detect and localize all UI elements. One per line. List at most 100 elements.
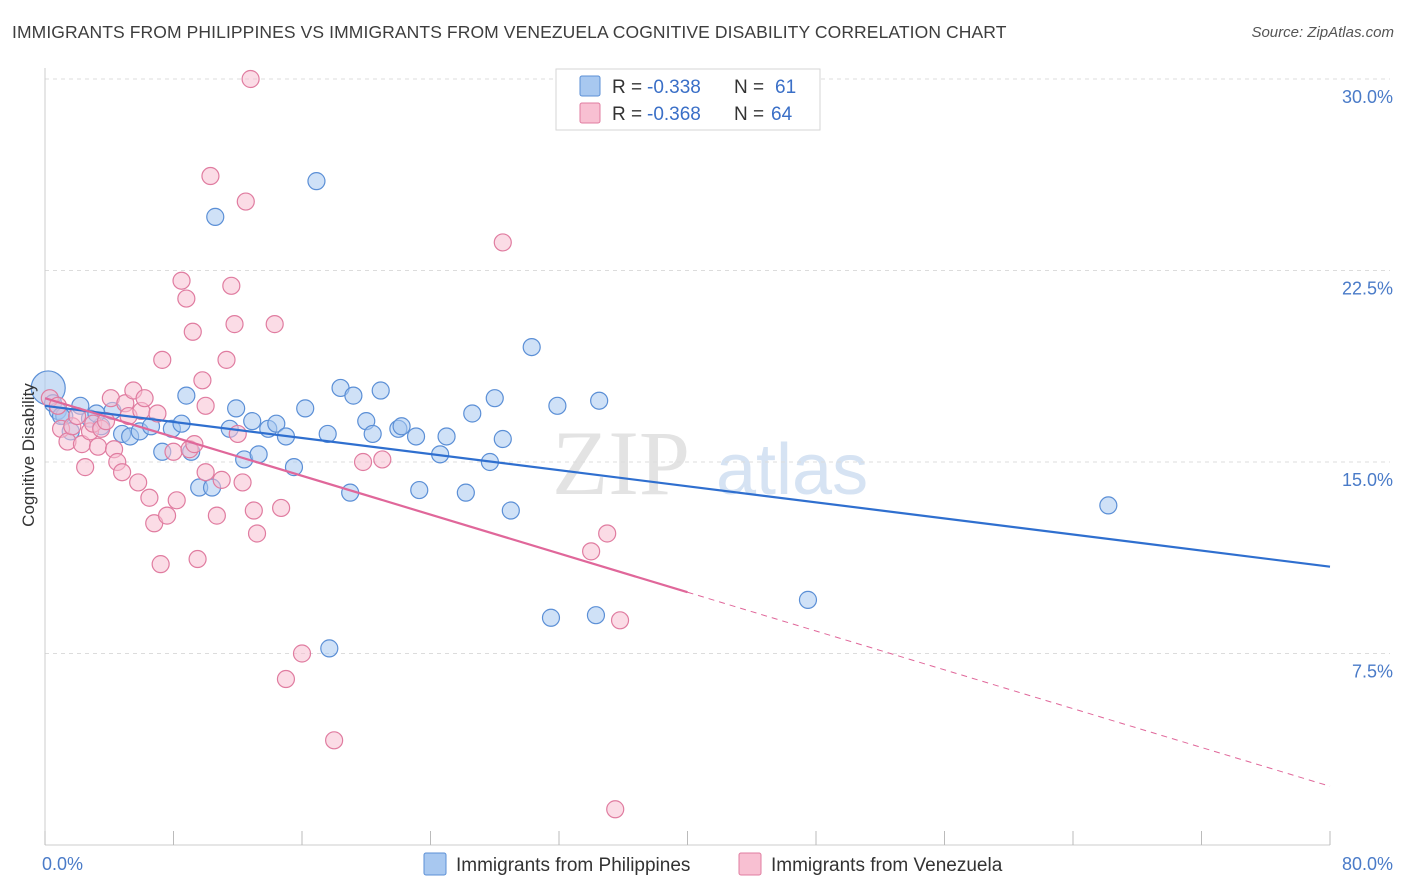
stats-legend-swatch-venezuela: [579, 102, 601, 124]
point-venezuela-29: [164, 442, 183, 461]
point-venezuela-48: [247, 524, 267, 543]
y-tick-label-0: 7.5%: [1352, 662, 1393, 682]
legend-swatch-philippines: [423, 852, 447, 876]
point-venezuela-31: [172, 271, 191, 290]
trend-line-venezuela-extrapolated: [687, 591, 1331, 787]
watermark: ZIP atlas: [552, 412, 868, 514]
stats-n-value-philippines: 61: [775, 77, 796, 98]
point-philippines-58: [1099, 496, 1118, 515]
legend-label-venezuela: Immigrants from Venezuela: [771, 855, 1003, 876]
trend-line-venezuela: [44, 397, 688, 594]
point-philippines-49: [485, 389, 504, 408]
point-philippines-50: [493, 429, 512, 449]
point-philippines-43: [410, 480, 429, 500]
point-philippines-51: [501, 501, 520, 520]
point-philippines-31: [307, 172, 326, 191]
y-tick-label-3: 30.0%: [1342, 87, 1393, 107]
series-legend: Immigrants from Philippines Immigrants f…: [423, 852, 1003, 876]
point-venezuela-34: [183, 322, 202, 341]
point-venezuela-7: [76, 458, 95, 477]
point-venezuela-10: [88, 437, 108, 456]
legend-swatch-venezuela: [738, 852, 762, 876]
point-venezuela-51: [276, 669, 296, 689]
point-philippines-54: [548, 396, 567, 415]
point-philippines-22: [227, 399, 246, 418]
stats-r-value-philippines: -0.338: [647, 77, 701, 98]
point-venezuela-28: [157, 506, 177, 525]
point-venezuela-22: [135, 389, 154, 408]
point-philippines-42: [406, 427, 426, 446]
point-philippines-24: [243, 412, 262, 431]
point-venezuela-27: [153, 350, 172, 369]
point-venezuela-38: [201, 166, 220, 186]
point-philippines-30: [296, 399, 315, 418]
point-venezuela-57: [582, 542, 601, 561]
stats-r-value-venezuela: -0.368: [647, 104, 701, 125]
stats-n-label-venezuela: N =: [734, 104, 764, 125]
point-venezuela-41: [217, 350, 236, 369]
point-philippines-53: [541, 608, 561, 627]
point-philippines-38: [363, 424, 382, 444]
axes: [44, 68, 1331, 846]
point-venezuela-63: [244, 501, 263, 520]
stats-r-label-philippines: R =: [612, 77, 642, 98]
point-venezuela-30: [167, 491, 186, 510]
stats-legend-swatch-philippines: [579, 75, 601, 97]
point-venezuela-58: [598, 524, 617, 543]
y-tick-label-1: 15.0%: [1342, 470, 1393, 490]
point-venezuela-47: [241, 69, 260, 89]
point-venezuela-53: [325, 731, 344, 750]
point-philippines-46: [456, 483, 475, 502]
point-venezuela-43: [225, 315, 244, 334]
data-points: [30, 69, 1118, 819]
grid: [45, 78, 1390, 654]
watermark-atlas: atlas: [716, 430, 868, 510]
point-venezuela-55: [373, 450, 392, 469]
point-venezuela-59: [606, 800, 625, 819]
point-philippines-20: [206, 207, 225, 226]
point-venezuela-37: [196, 396, 215, 415]
point-philippines-45: [437, 427, 456, 446]
tick-labels: 7.5% 15.0% 22.5% 30.0% 0.0% 80.0%: [42, 87, 1393, 874]
point-philippines-47: [463, 404, 482, 423]
point-venezuela-26: [151, 555, 170, 574]
trend-line-philippines: [44, 404, 1331, 568]
point-philippines-39: [371, 381, 390, 400]
x-tick-label-1: 80.0%: [1342, 854, 1393, 874]
point-venezuela-36: [193, 371, 212, 390]
point-venezuela-54: [353, 452, 373, 472]
point-venezuela-44: [228, 424, 247, 444]
legend-label-philippines: Immigrants from Philippines: [456, 855, 690, 876]
point-venezuela-20: [129, 473, 148, 492]
point-venezuela-42: [222, 276, 241, 295]
point-philippines-55: [586, 606, 606, 625]
point-philippines-52: [522, 338, 541, 357]
chart-source: Source: ZipAtlas.com: [1251, 24, 1394, 41]
point-venezuela-49: [265, 315, 284, 334]
x-tick-label-0: 0.0%: [42, 854, 83, 874]
point-philippines-16: [177, 386, 196, 405]
y-tick-label-2: 22.5%: [1342, 279, 1393, 299]
point-venezuela-25: [148, 404, 167, 423]
watermark-zip: ZIP: [552, 412, 690, 514]
point-philippines-33: [320, 639, 339, 658]
point-venezuela-45: [233, 473, 252, 492]
point-philippines-56: [590, 391, 609, 410]
point-philippines-32: [318, 424, 337, 444]
chart-title: IMMIGRANTS FROM PHILIPPINES VS IMMIGRANT…: [12, 22, 1007, 42]
point-venezuela-56: [493, 233, 512, 252]
point-philippines-57: [798, 590, 818, 609]
point-venezuela-50: [272, 498, 291, 518]
point-venezuela-32: [177, 289, 196, 308]
point-venezuela-39: [207, 506, 226, 525]
point-venezuela-61: [196, 463, 215, 482]
trend-lines: [44, 397, 1331, 787]
y-axis-label: Cognitive Disability: [19, 383, 38, 527]
stats-n-value-venezuela: 64: [771, 104, 793, 125]
point-venezuela-52: [292, 644, 312, 663]
point-philippines-27: [267, 414, 286, 433]
point-venezuela-60: [610, 611, 630, 630]
stats-n-label-philippines: N =: [734, 77, 764, 98]
stats-r-label-venezuela: R =: [612, 104, 642, 125]
point-venezuela-46: [236, 192, 255, 211]
